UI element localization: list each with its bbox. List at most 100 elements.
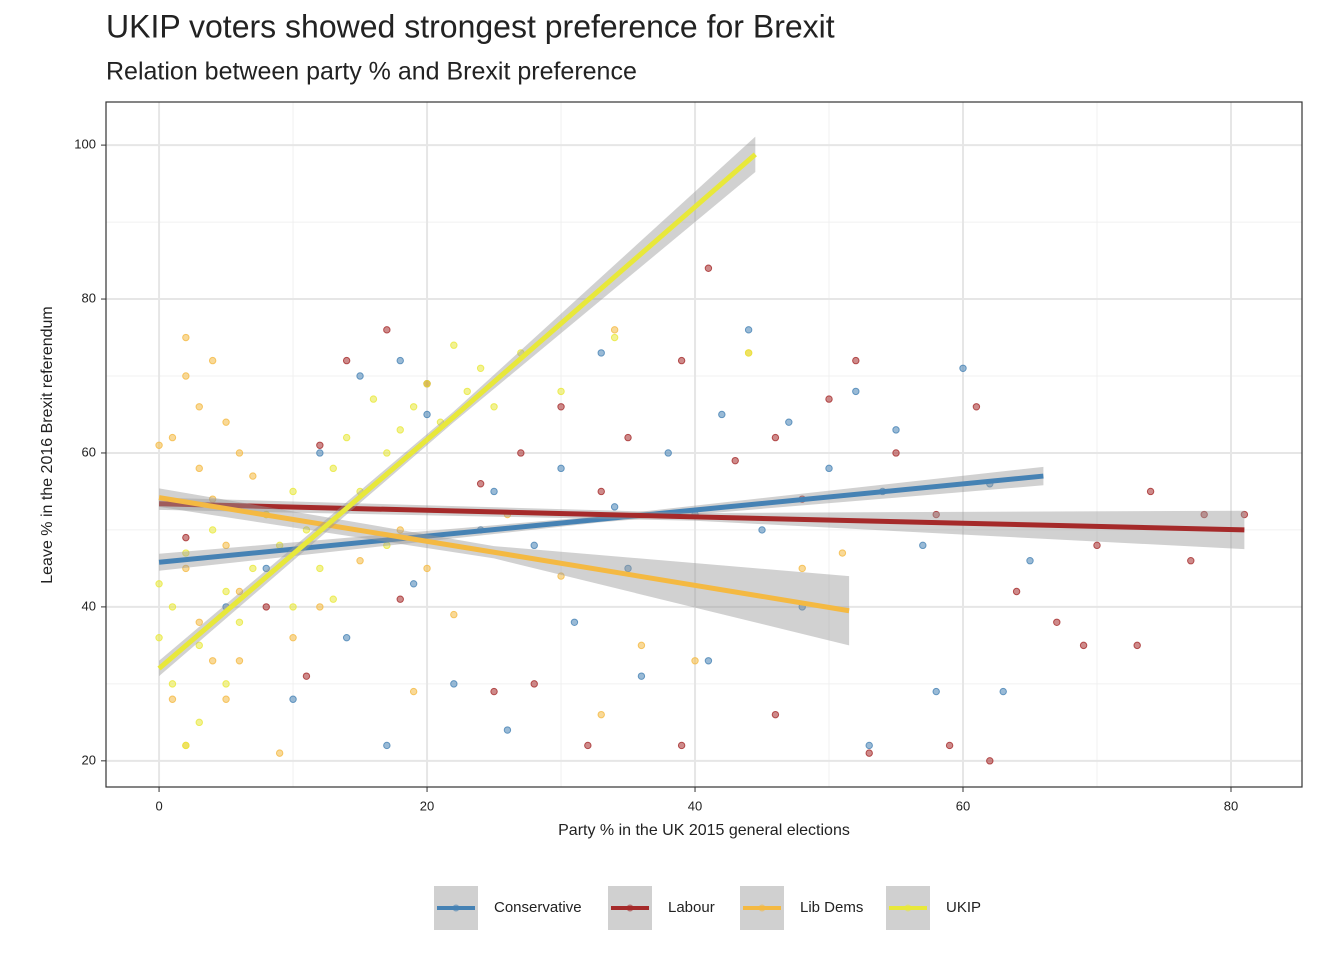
point [959, 364, 967, 373]
point [302, 672, 311, 680]
point [771, 433, 780, 442]
point [490, 487, 498, 496]
point [557, 464, 565, 473]
point [208, 657, 217, 665]
point [1133, 641, 1141, 650]
point [1053, 618, 1061, 626]
point [195, 641, 203, 650]
point [383, 449, 391, 457]
point [208, 495, 217, 503]
y-axis-title: Leave % in the 2016 Brexit referendum [39, 306, 56, 584]
point [356, 557, 364, 565]
x-tick-label: 60 [956, 798, 970, 813]
fit-line [158, 473, 1044, 565]
point [155, 633, 163, 642]
point [731, 456, 739, 465]
point [771, 710, 780, 719]
point [1240, 510, 1249, 519]
point [289, 633, 297, 642]
point [825, 395, 833, 403]
point [758, 526, 766, 534]
point [182, 741, 190, 750]
point [222, 541, 230, 550]
y-tick-label: 80 [82, 290, 96, 305]
point [409, 687, 418, 696]
point [182, 372, 190, 380]
point [892, 426, 900, 434]
x-tick-label: 40 [688, 798, 702, 813]
point [530, 680, 538, 688]
point [383, 326, 391, 334]
point [195, 618, 203, 626]
fit-line [158, 501, 1245, 533]
point [597, 487, 605, 496]
point [195, 403, 203, 411]
point [155, 580, 163, 588]
point [262, 564, 270, 573]
point [932, 687, 940, 696]
point [785, 418, 793, 426]
point [195, 718, 203, 727]
point [262, 603, 270, 611]
legend-label: Lib Dems [800, 899, 863, 916]
chart-subtitle: Relation between party % and Brexit pref… [106, 58, 637, 86]
point [383, 741, 391, 750]
point [1200, 510, 1208, 519]
point [168, 603, 177, 611]
point [986, 757, 994, 765]
point [1012, 587, 1021, 596]
point [356, 372, 364, 380]
point [865, 749, 873, 757]
point [289, 603, 297, 611]
point [316, 441, 324, 449]
point [718, 410, 726, 419]
point [584, 741, 592, 750]
legend-dot [758, 904, 766, 912]
point [235, 587, 244, 596]
point [182, 549, 190, 557]
point [208, 356, 217, 365]
point [235, 618, 244, 626]
point [329, 595, 337, 603]
panel-border [105, 101, 1303, 788]
point [597, 349, 605, 357]
point [691, 657, 699, 665]
point [409, 403, 418, 411]
point [342, 433, 351, 442]
point [316, 449, 324, 457]
point [1093, 541, 1101, 550]
point [222, 418, 230, 426]
point [342, 356, 351, 365]
point [932, 510, 940, 519]
legend-dot [904, 904, 912, 912]
legend-dot [452, 904, 460, 912]
point [597, 710, 605, 719]
point [972, 403, 981, 411]
point [999, 687, 1007, 696]
point [182, 333, 190, 342]
fit-line [157, 152, 757, 671]
point [168, 680, 177, 688]
point [637, 672, 646, 680]
point [342, 633, 351, 642]
point [463, 387, 471, 396]
point [1026, 557, 1034, 565]
point [476, 364, 485, 373]
point [396, 595, 404, 603]
point [892, 449, 900, 457]
point [316, 603, 324, 611]
point [302, 526, 311, 534]
legend-dot [626, 904, 634, 912]
point [838, 549, 847, 557]
point [677, 741, 686, 750]
point [704, 264, 713, 272]
point [677, 356, 686, 365]
point [637, 641, 646, 650]
point [275, 749, 284, 757]
point [664, 449, 672, 457]
point [610, 326, 619, 334]
legend-label: UKIP [946, 899, 981, 916]
point [316, 564, 324, 573]
point [249, 472, 257, 480]
